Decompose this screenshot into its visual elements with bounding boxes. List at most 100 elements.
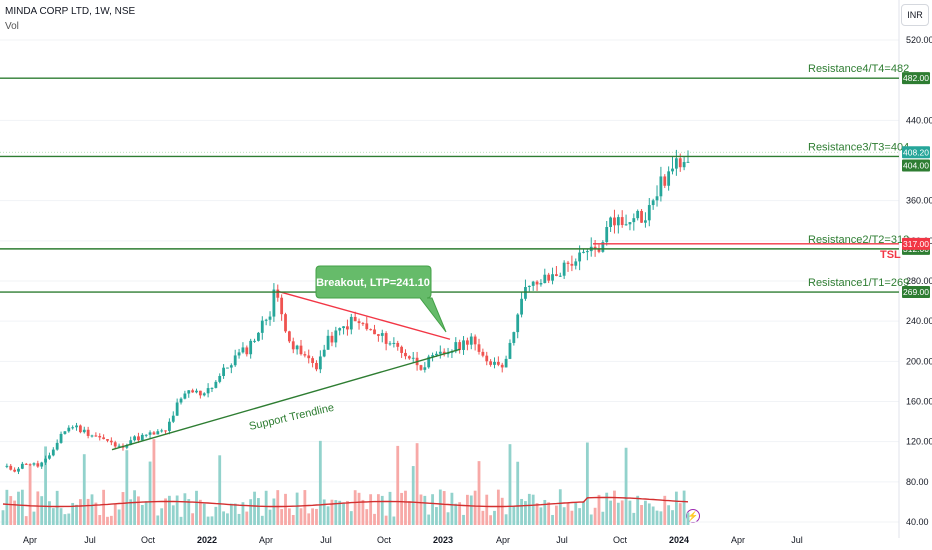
candle-body bbox=[318, 356, 322, 370]
candle-body bbox=[516, 314, 520, 333]
candle-body bbox=[160, 430, 164, 432]
candle-body bbox=[36, 463, 40, 467]
last-price-label: 408.20 bbox=[903, 147, 929, 157]
candle-body bbox=[438, 351, 442, 354]
volume-bar bbox=[175, 495, 179, 525]
candle-body bbox=[659, 176, 663, 197]
volume-bar bbox=[295, 492, 299, 525]
volume-bar bbox=[318, 440, 322, 525]
candle-body bbox=[137, 436, 140, 441]
volume-bar bbox=[183, 493, 187, 525]
volume-bar bbox=[682, 490, 686, 525]
candle-body bbox=[257, 332, 260, 341]
volume-bar bbox=[578, 508, 582, 525]
tsl-label: TSL bbox=[880, 249, 901, 261]
volume-bar bbox=[152, 439, 156, 525]
candle-body bbox=[466, 340, 469, 345]
volume-bar bbox=[48, 501, 51, 525]
volume-bar bbox=[229, 503, 233, 525]
candle-body bbox=[48, 455, 51, 459]
candle-body bbox=[524, 287, 527, 299]
volume-bar bbox=[357, 492, 361, 525]
volume-bar bbox=[589, 514, 593, 525]
candle-body bbox=[601, 242, 605, 252]
candle-body bbox=[55, 442, 59, 450]
volume-bar bbox=[531, 494, 535, 525]
y-tick-label: 240.00 bbox=[906, 316, 932, 326]
volume-bar bbox=[651, 506, 655, 525]
candle-body bbox=[535, 281, 539, 285]
x-tick-label: Apr bbox=[23, 535, 37, 545]
candle-body bbox=[473, 336, 477, 345]
candle-body bbox=[481, 351, 485, 356]
candle-body bbox=[613, 217, 616, 226]
price-badge bbox=[902, 159, 930, 172]
candle-body bbox=[620, 217, 624, 226]
volume-bar bbox=[187, 499, 191, 525]
volume-bar bbox=[1, 510, 5, 525]
candle-body bbox=[260, 320, 264, 333]
candle-body bbox=[489, 361, 493, 365]
candle-body bbox=[419, 365, 423, 370]
candle-body bbox=[671, 168, 674, 172]
volume-bar bbox=[245, 511, 249, 525]
candle-body bbox=[144, 434, 148, 436]
volume-bar bbox=[257, 498, 260, 525]
volume-bar bbox=[632, 512, 636, 525]
candle-body bbox=[682, 162, 686, 168]
volume-bar bbox=[396, 445, 400, 525]
candle-body bbox=[404, 352, 407, 357]
volume-bar bbox=[520, 498, 523, 525]
volume-bar bbox=[237, 513, 241, 525]
volume-bar bbox=[156, 515, 160, 525]
volume-bar bbox=[79, 499, 82, 525]
candle-body bbox=[67, 427, 71, 432]
volume-bar bbox=[349, 511, 353, 525]
candle-body bbox=[442, 351, 446, 355]
candle-body bbox=[210, 387, 214, 389]
candle-body bbox=[582, 251, 585, 253]
volume-bar bbox=[303, 490, 307, 525]
candle-body bbox=[5, 465, 9, 467]
volume-bar bbox=[24, 516, 28, 525]
candle-body bbox=[651, 200, 655, 206]
candle-body bbox=[566, 262, 570, 264]
volume-bar bbox=[473, 490, 477, 525]
volume-bar bbox=[466, 494, 469, 525]
candle-body bbox=[125, 444, 129, 448]
candle-body bbox=[570, 263, 574, 266]
volume-bar bbox=[659, 511, 663, 525]
volume-bar bbox=[125, 450, 129, 525]
candle-body bbox=[384, 333, 388, 344]
candle-body bbox=[117, 445, 121, 447]
candle-body bbox=[287, 331, 291, 342]
candle-body bbox=[547, 274, 551, 281]
volume-bar bbox=[423, 495, 427, 525]
candle-body bbox=[435, 353, 438, 356]
volume-bar bbox=[191, 513, 195, 525]
volume-bar bbox=[63, 514, 67, 525]
candle-body bbox=[284, 314, 287, 332]
candle-body bbox=[152, 432, 156, 435]
candle-body bbox=[462, 340, 465, 350]
volume-bar bbox=[644, 500, 647, 525]
volume-bar bbox=[415, 443, 419, 525]
candle-body bbox=[86, 429, 90, 436]
volume-bar bbox=[431, 494, 434, 525]
candle-body bbox=[593, 246, 597, 249]
volume-bar bbox=[663, 495, 667, 525]
candle-body bbox=[585, 251, 589, 253]
candle-body bbox=[98, 436, 102, 438]
resistance-label: Resistance4/T4=482 bbox=[808, 63, 909, 75]
candle-body bbox=[555, 274, 558, 276]
currency-button[interactable]: INR bbox=[901, 4, 929, 26]
volume-bar bbox=[376, 494, 380, 525]
volume-bar bbox=[446, 512, 450, 525]
x-tick-label: Jul bbox=[556, 535, 568, 545]
candle-body bbox=[562, 262, 566, 276]
volume-bar bbox=[214, 506, 218, 525]
volume-bar bbox=[28, 465, 32, 525]
x-tick-label: 2022 bbox=[197, 535, 217, 545]
y-tick-label: 200.00 bbox=[906, 356, 932, 366]
